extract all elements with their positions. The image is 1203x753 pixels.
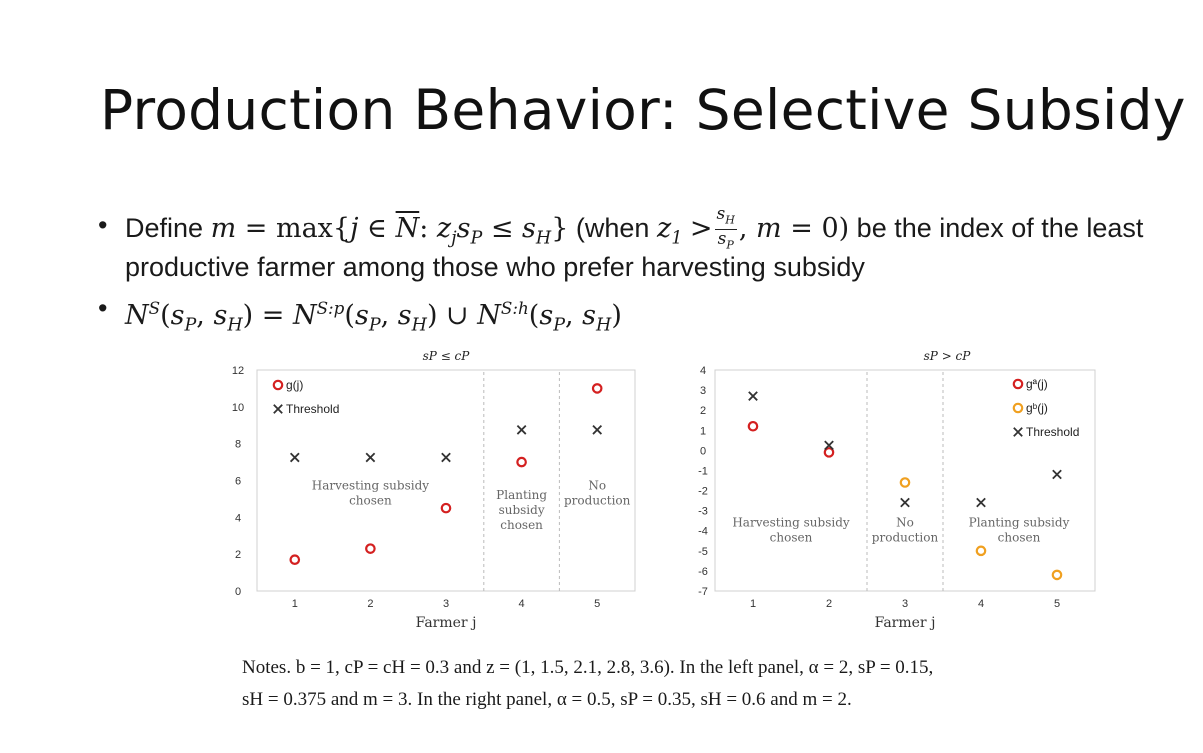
- plot-frame: [256, 369, 636, 592]
- y-tick-label: -1: [698, 465, 708, 477]
- region-label: production: [872, 531, 939, 545]
- point-cross: [516, 425, 527, 435]
- region-label: Planting: [496, 488, 547, 502]
- legend-marker: [273, 404, 283, 414]
- notes-line-1: Notes. b = 1, cP = cH = 0.3 and z = (1, …: [242, 657, 934, 678]
- point-circle: [516, 456, 527, 468]
- chart-right-sp-gt-cp: sP > cP -7 -6 -5 -4 -3 -2 -1 0 1 2 3 4 1 2 3 4 5 Farmer j H…: [698, 349, 1096, 631]
- y-tick-label: 2: [700, 405, 706, 417]
- region-label: Harvesting subsidy: [732, 516, 850, 530]
- point-circle: [747, 420, 759, 432]
- region-label: chosen: [500, 518, 543, 532]
- point-cross: [824, 440, 834, 451]
- x-tick-label: 4: [519, 598, 525, 610]
- x-tick-label: 1: [292, 598, 298, 610]
- y-tick-label: -5: [698, 546, 708, 558]
- y-tick-label: 12: [232, 365, 244, 377]
- point-cross: [441, 452, 451, 463]
- y-tick-label: -4: [698, 526, 708, 538]
- legend-label: gᵇ(j): [1026, 401, 1048, 415]
- region-label: Harvesting subsidy: [312, 479, 430, 493]
- region-label: Planting subsidy: [969, 516, 1070, 530]
- bullet-dot: •: [98, 210, 108, 240]
- legend-marker: [272, 379, 284, 391]
- legend-label: Threshold: [286, 402, 339, 416]
- plot-frame: [714, 369, 1096, 592]
- y-tick-label: 6: [235, 476, 241, 488]
- region-label: No: [588, 479, 606, 493]
- region-label: subsidy: [499, 503, 545, 517]
- region-label: production: [564, 494, 631, 508]
- y-tick-label: 1: [700, 425, 706, 437]
- y-tick-label: 4: [700, 365, 706, 377]
- y-tick-label: 2: [235, 549, 241, 561]
- point-cross: [748, 391, 758, 401]
- y-tick-label: 8: [235, 439, 241, 451]
- point-cross: [1052, 469, 1062, 480]
- point-cross: [900, 497, 910, 508]
- y-tick-label: -3: [698, 506, 708, 518]
- bullet-dot: •: [98, 293, 108, 323]
- point-cross: [365, 452, 376, 463]
- bullet-NS-union: • NS(sP, sH) = NS:p(sP, sH) ∪ NS:h(sP, s…: [98, 288, 998, 335]
- point-circle: [440, 502, 452, 514]
- x-tick-label: 2: [826, 598, 832, 610]
- formula-NS: NS(sP, sH) = NS:p(sP, sH) ∪ NS:h(sP, sH): [125, 298, 622, 336]
- point-cross: [976, 497, 986, 508]
- y-tick-label: 4: [235, 512, 241, 524]
- legend-label: g(j): [286, 378, 303, 392]
- x-tick-label: 1: [750, 598, 756, 610]
- x-tick-label: 2: [367, 598, 373, 610]
- chart-title: sP > cP: [924, 349, 972, 363]
- region-label: chosen: [998, 531, 1041, 545]
- bullet-define-m: • Define m = max{j ∈ N: zjsP ≤ sH} (when…: [98, 205, 1198, 285]
- point-circle: [591, 383, 603, 394]
- define-word: Define: [125, 213, 204, 244]
- slide-title: Production Behavior: Selective Subsidy: [100, 78, 1186, 142]
- y-tick-label: -2: [698, 486, 708, 498]
- point-circle: [899, 477, 911, 488]
- region-label: chosen: [770, 531, 813, 545]
- y-tick-label: 3: [700, 385, 706, 397]
- point-cross: [592, 425, 603, 435]
- point-circle: [1051, 569, 1063, 581]
- x-tick-label: 5: [594, 598, 600, 610]
- y-tick-label: 0: [235, 586, 241, 598]
- point-circle: [365, 543, 376, 554]
- legend-label: Threshold: [1026, 425, 1079, 439]
- legend-label: gª(j): [1026, 377, 1048, 391]
- legend-marker: [1012, 402, 1024, 414]
- point-circle: [975, 545, 987, 557]
- x-axis-label: Farmer j: [875, 615, 936, 631]
- bullet-line-1: Define m = max{j ∈ N: zjsP ≤ sH} (when z…: [125, 205, 1143, 258]
- x-tick-label: 5: [1054, 598, 1060, 610]
- legend-marker: [1013, 427, 1023, 437]
- x-axis-label: Farmer j: [416, 615, 477, 631]
- x-tick-label: 3: [443, 598, 449, 610]
- x-tick-label: 4: [978, 598, 984, 610]
- region-label: No: [896, 516, 914, 530]
- point-cross: [289, 452, 300, 463]
- x-tick-label: 3: [902, 598, 908, 610]
- legend-marker: [1012, 378, 1024, 390]
- region-label: chosen: [349, 494, 392, 508]
- y-tick-label: 0: [700, 445, 706, 457]
- bullet-line-2: productive farmer among those who prefer…: [125, 252, 865, 282]
- when-text: (when: [575, 213, 650, 244]
- y-tick-label: -7: [698, 586, 708, 598]
- y-tick-label: -6: [698, 566, 708, 578]
- notes-line-2: sH = 0.375 and m = 3. In the right panel…: [242, 689, 852, 710]
- define-rest: be the index of the least: [856, 213, 1144, 244]
- point-circle: [823, 447, 835, 458]
- chart-title: sP ≤ cP: [423, 349, 471, 363]
- fraction-sH-over-sP: sH sP: [714, 204, 737, 252]
- point-circle: [289, 554, 301, 565]
- formula-m-max: m: [210, 213, 237, 245]
- y-tick-label: 10: [232, 402, 244, 414]
